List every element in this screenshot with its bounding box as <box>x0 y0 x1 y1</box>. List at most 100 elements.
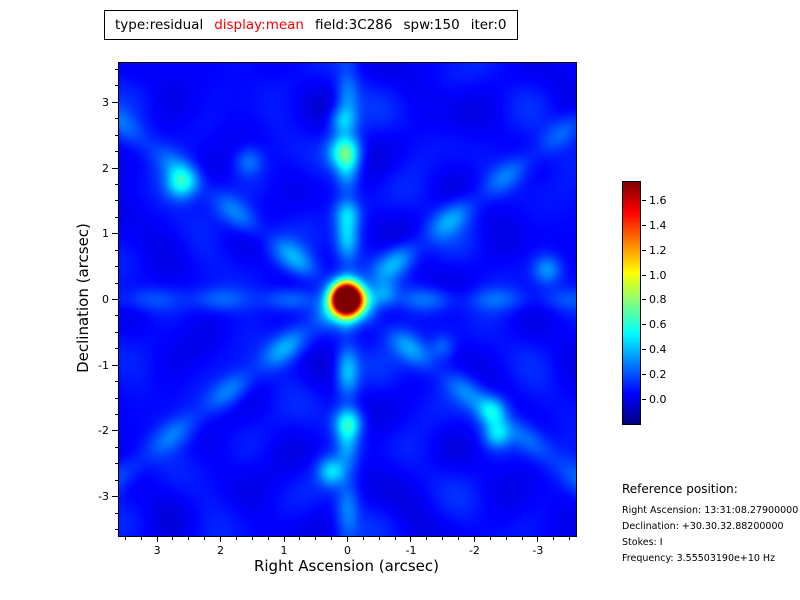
x-minor-tick <box>124 537 126 540</box>
y-tick-label: -2 <box>98 424 109 438</box>
x-major-tick <box>283 537 285 542</box>
y-tick-label: -3 <box>98 490 109 504</box>
y-minor-tick <box>115 266 118 268</box>
colorbar-tick <box>642 274 646 276</box>
colorbar-tick-label: 0.4 <box>649 343 667 357</box>
y-minor-tick <box>115 85 118 87</box>
colorbar-tick <box>642 324 646 326</box>
x-major-tick <box>220 537 222 542</box>
colorbar-tick <box>642 349 646 351</box>
x-minor-tick <box>394 537 396 540</box>
colorbar-tick-label: 0.0 <box>649 392 667 406</box>
x-major-tick <box>156 537 158 542</box>
reference-line: Right Ascension: 13:31:08.27900000 <box>622 505 799 516</box>
y-minor-tick <box>115 315 118 317</box>
residual-heatmap <box>119 63 576 536</box>
y-major-tick <box>112 167 118 169</box>
reference-heading: Reference position: <box>622 482 738 496</box>
colorbar-tick <box>642 249 646 251</box>
x-minor-tick <box>378 537 380 540</box>
y-major-tick <box>112 364 118 366</box>
x-minor-tick <box>188 537 190 540</box>
colorbar-tick <box>642 224 646 226</box>
y-major-tick <box>112 233 118 235</box>
y-minor-tick <box>115 184 118 186</box>
y-minor-tick <box>115 69 118 71</box>
x-minor-tick <box>172 537 174 540</box>
colorbar-tick-label: 1.4 <box>649 218 667 232</box>
x-minor-tick <box>140 537 142 540</box>
colorbar-tick-label: 1.0 <box>649 268 667 282</box>
x-minor-tick <box>331 537 333 540</box>
y-tick-label: 2 <box>102 161 109 175</box>
reference-line: Stokes: I <box>622 537 663 548</box>
colorbar-tick <box>642 299 646 301</box>
y-major-tick <box>112 101 118 103</box>
y-minor-tick <box>115 200 118 202</box>
colorbar-tick <box>642 373 646 375</box>
x-minor-tick <box>204 537 206 540</box>
y-tick-label: 0 <box>102 293 109 306</box>
x-minor-tick <box>521 537 523 540</box>
info-segment: spw:150 <box>403 17 460 33</box>
y-major-tick <box>112 299 118 300</box>
y-minor-tick <box>115 528 118 530</box>
x-tick-label: -3 <box>532 544 544 557</box>
reference-position-block: Reference position: Right Ascension: 13:… <box>622 482 798 569</box>
x-minor-tick <box>489 537 491 540</box>
x-major-tick <box>410 537 412 542</box>
sky-image-frame <box>118 62 577 537</box>
y-minor-tick <box>115 249 118 251</box>
y-minor-tick <box>115 282 118 284</box>
colorbar-tick-label: 0.2 <box>649 367 667 381</box>
x-minor-tick <box>442 537 444 540</box>
y-minor-tick <box>115 348 118 350</box>
y-tick-label: 1 <box>102 227 109 241</box>
y-minor-tick <box>115 512 118 514</box>
x-minor-tick <box>553 537 555 540</box>
info-segment: iter:0 <box>470 17 507 33</box>
colorbar-tick <box>642 200 646 202</box>
reference-line: Frequency: 3.55503190e+10 Hz <box>622 553 776 564</box>
x-tick-label: 3 <box>153 544 161 557</box>
x-minor-tick <box>362 537 364 540</box>
colorbar-tick-label: 0.8 <box>649 293 667 307</box>
colorbar <box>622 181 641 425</box>
x-tick-label: -1 <box>405 544 417 557</box>
colorbar-gradient <box>623 182 640 424</box>
y-minor-tick <box>115 463 118 465</box>
x-tick-label: 0 <box>344 544 351 557</box>
x-minor-tick <box>569 537 571 540</box>
y-tick-label: -1 <box>98 358 109 372</box>
y-minor-tick <box>115 118 118 120</box>
info-segment: type:residual <box>115 17 204 33</box>
x-tick-label: -2 <box>468 544 480 557</box>
x-major-tick <box>537 537 539 542</box>
y-minor-tick <box>115 413 118 415</box>
x-major-tick <box>347 537 348 542</box>
y-major-tick <box>112 496 118 498</box>
x-minor-tick <box>426 537 428 540</box>
y-minor-tick <box>115 446 118 448</box>
y-minor-tick <box>115 479 118 481</box>
image-info-bar: type:residual display:mean field:3C286 spw:… <box>104 10 518 40</box>
colorbar-tick-label: 1.6 <box>649 194 667 208</box>
y-minor-tick <box>115 151 118 153</box>
x-minor-tick <box>458 537 460 540</box>
x-tick-label: 1 <box>280 544 288 557</box>
x-axis-label: Right Ascension (arcsec) <box>253 557 440 575</box>
colorbar-tick <box>642 398 646 400</box>
x-minor-tick <box>251 537 253 540</box>
y-tick-label: 3 <box>102 95 109 109</box>
x-major-tick <box>473 537 475 542</box>
x-minor-tick <box>505 537 507 540</box>
y-minor-tick <box>115 397 118 399</box>
reference-line: Declination: +30.30.32.88200000 <box>622 521 784 532</box>
y-minor-tick <box>115 331 118 333</box>
colorbar-tick-label: 1.2 <box>649 243 667 257</box>
x-minor-tick <box>315 537 317 540</box>
info-segment: field:3C286 <box>315 17 393 33</box>
x-minor-tick <box>235 537 237 540</box>
reference-lines: Right Ascension: 13:31:08.27900000 Declin… <box>622 505 798 564</box>
